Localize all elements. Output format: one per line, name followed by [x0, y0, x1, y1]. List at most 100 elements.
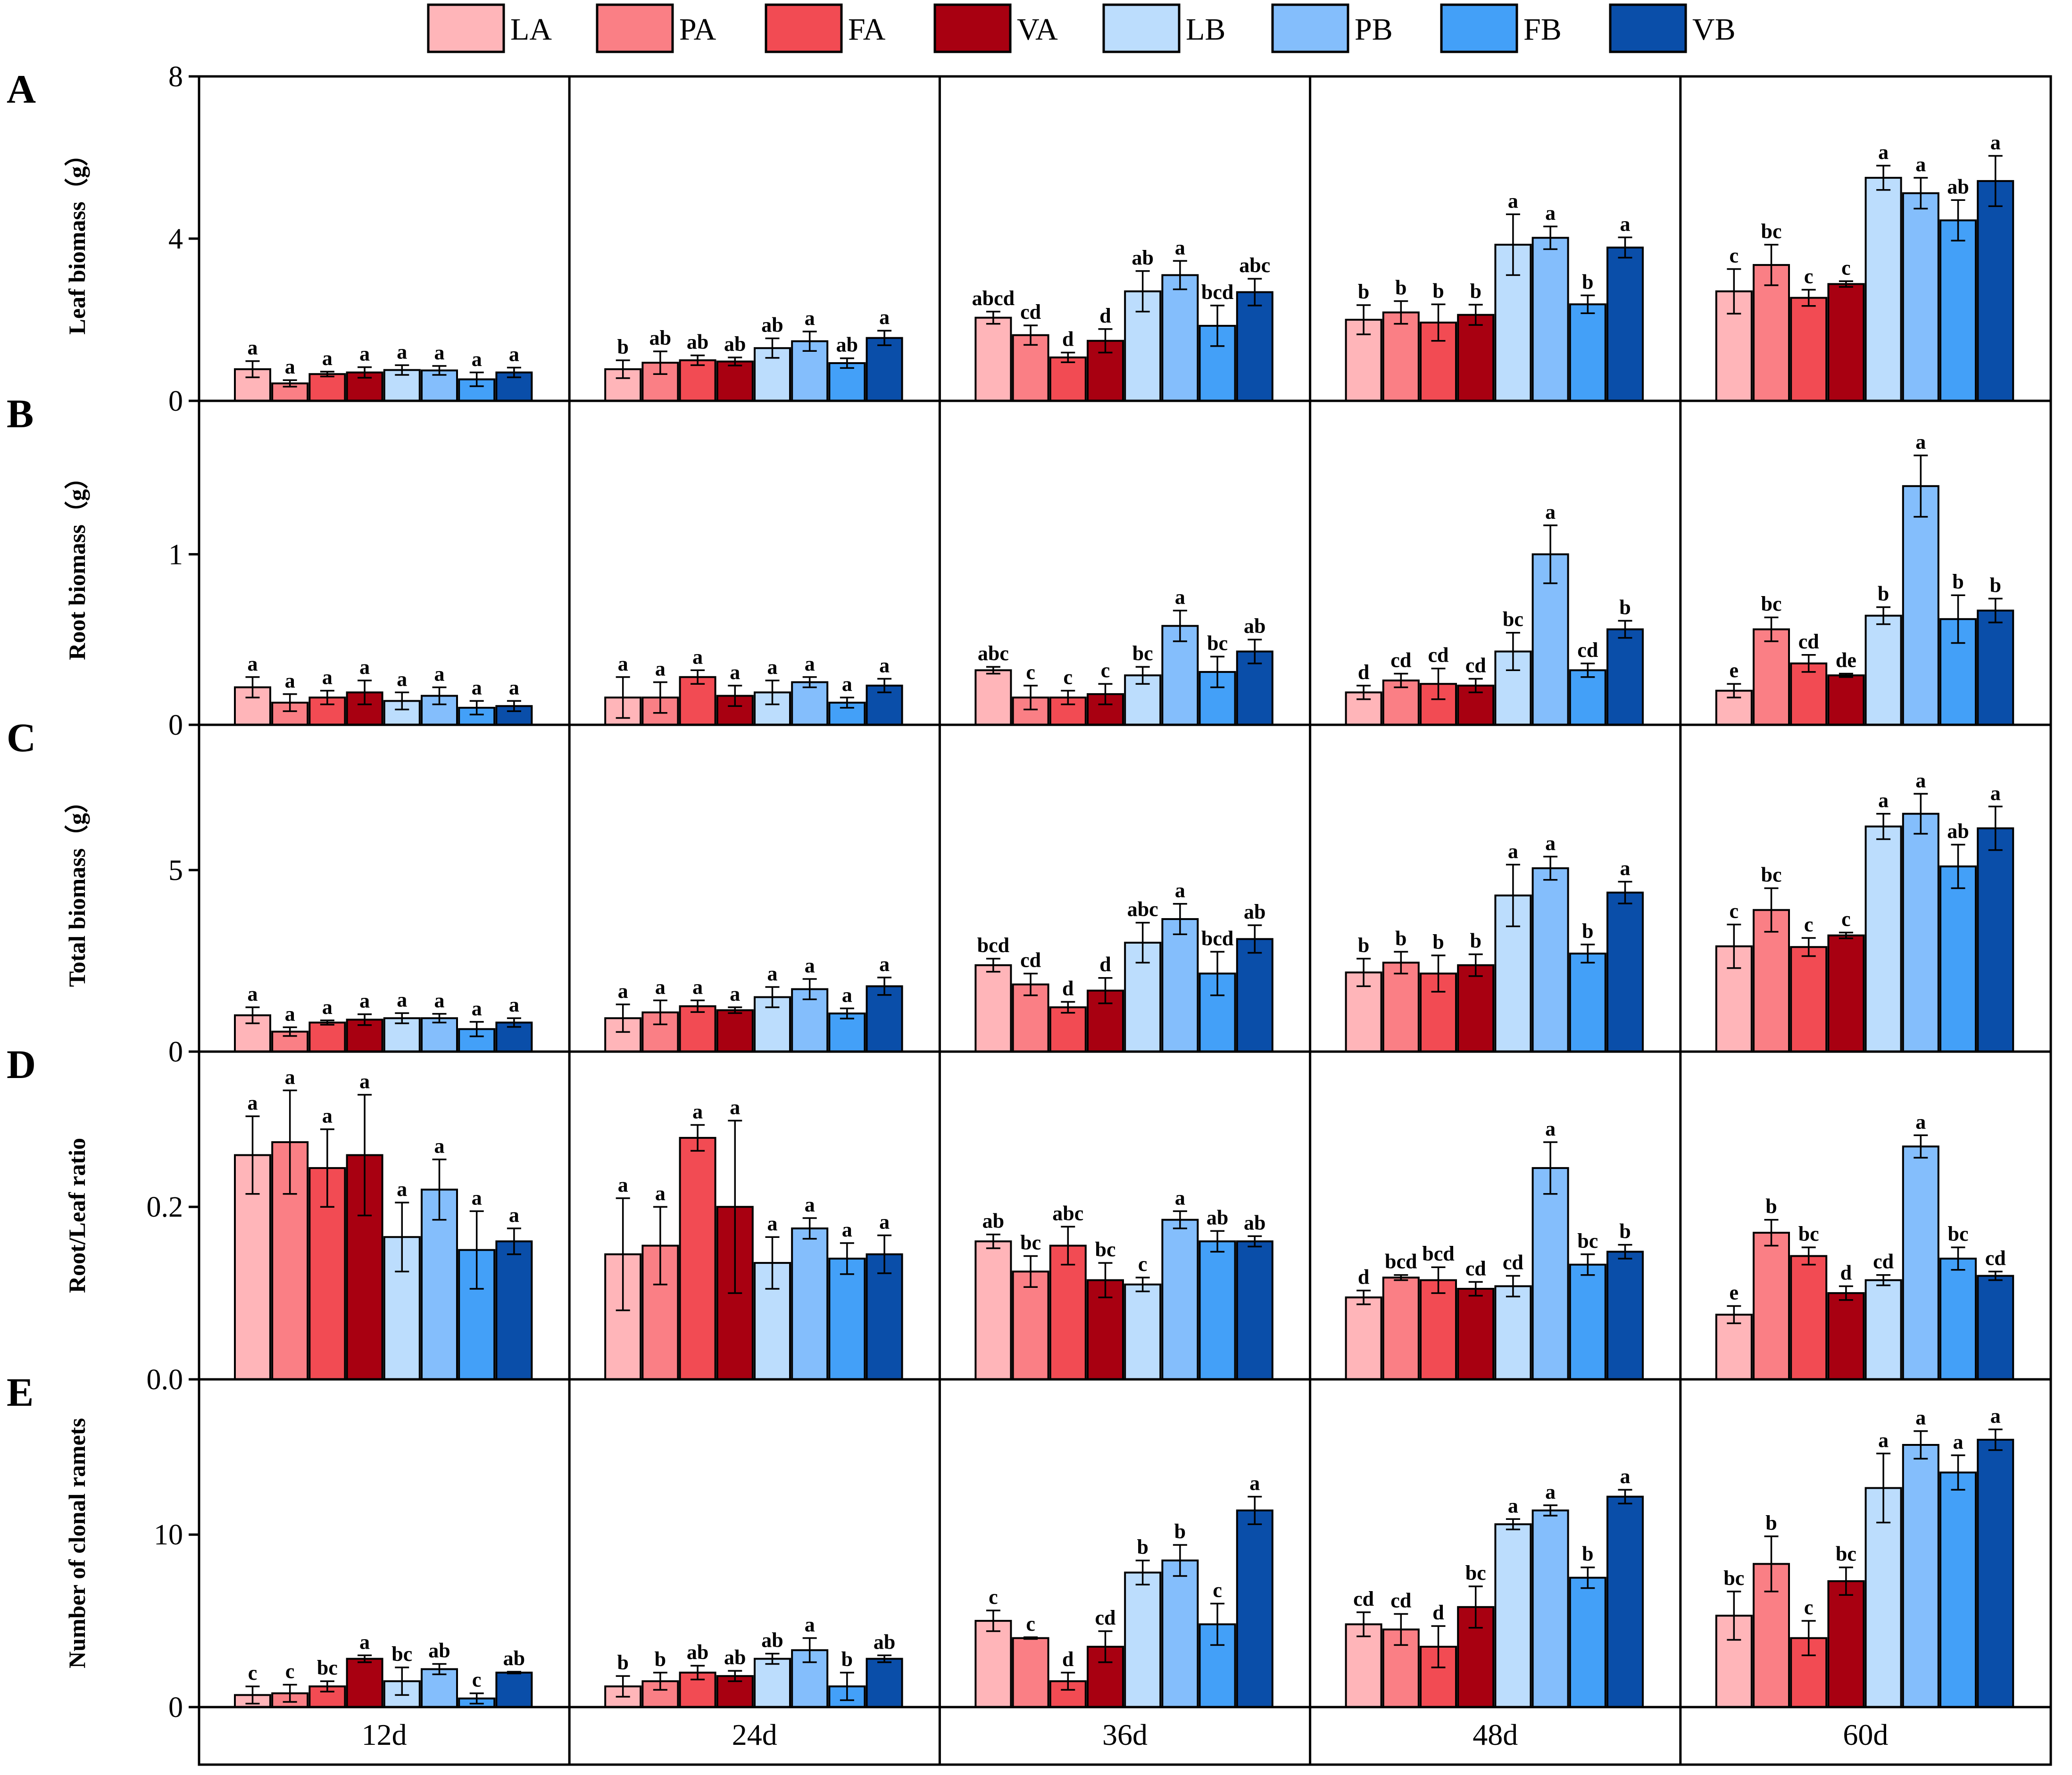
panel-letter-C: C [7, 715, 36, 760]
y-axis-label-E: Number of clonal ramets [64, 1418, 90, 1668]
significance-label-D-60d-PB: a [1915, 1110, 1926, 1133]
error-bar-C-12d-VB [507, 1017, 521, 1028]
significance-label-A-48d-FB: b [1582, 270, 1593, 293]
bar-E-36d-VB [1236, 1510, 1273, 1708]
error-bar-B-60d-PB [1914, 454, 1928, 518]
bar-D-60d-FA [1790, 1255, 1828, 1380]
significance-label-C-36d-PA: cd [1020, 948, 1041, 971]
error-bar-B-48d-PB [1543, 524, 1558, 584]
error-bar-C-48d-FB [1581, 944, 1595, 964]
significance-label-D-36d-PA: bc [1020, 1231, 1041, 1254]
bar-D-60d-PA [1753, 1232, 1790, 1380]
error-bar-B-24d-LB [765, 680, 780, 705]
error-bar-B-12d-PA [283, 693, 297, 712]
error-bar-C-60d-PB [1914, 793, 1928, 835]
significance-label-E-48d-PA: cd [1390, 1589, 1411, 1612]
significance-label-E-24d-VB: ab [874, 1630, 895, 1653]
error-bar-C-24d-PB [802, 978, 817, 1000]
significance-label-D-36d-VA: bc [1095, 1238, 1116, 1261]
significance-label-A-48d-VA: b [1470, 280, 1481, 303]
significance-label-E-24d-VA: ab [724, 1646, 746, 1669]
bar-E-24d-VB [865, 1658, 903, 1708]
error-bar-A-48d-FA [1431, 303, 1446, 342]
significance-label-A-12d-LA: a [248, 336, 258, 359]
significance-label-E-24d-LB: ab [761, 1629, 783, 1652]
bar-C-60d-LB [1864, 825, 1902, 1053]
error-bar-D-60d-FA [1801, 1246, 1816, 1266]
error-bar-B-48d-FA [1431, 667, 1446, 700]
bar-D-60d-VB [1977, 1275, 2014, 1381]
bar-D-24d-FA [679, 1136, 716, 1381]
significance-label-A-48d-LB: a [1508, 189, 1518, 212]
significance-label-B-24d-FA: a [692, 645, 703, 668]
error-bar-C-36d-PA [1024, 972, 1038, 996]
significance-label-B-36d-PA: c [1026, 661, 1035, 684]
error-bar-C-48d-LB [1506, 863, 1520, 928]
error-bar-A-48d-FB [1581, 294, 1595, 314]
error-bar-D-24d-FB [840, 1242, 854, 1275]
error-bar-B-24d-FA [691, 669, 705, 685]
significance-label-E-12d-FB: c [472, 1668, 482, 1692]
significance-label-A-48d-PB: a [1545, 201, 1556, 224]
bar-A-48d-PA [1382, 311, 1420, 402]
significance-label-E-36d-PB: b [1174, 1520, 1186, 1543]
bar-A-60d-LB [1864, 177, 1902, 402]
bar-C-60d-FB [1939, 865, 1977, 1053]
significance-label-A-36d-FA: d [1062, 328, 1073, 351]
bar-D-24d-FB [828, 1257, 866, 1380]
significance-label-C-48d-FA: b [1432, 930, 1444, 954]
significance-label-D-60d-LA: e [1730, 1281, 1739, 1304]
significance-label-D-60d-LB: cd [1873, 1250, 1894, 1273]
significance-label-B-12d-FA: a [322, 666, 333, 689]
error-bar-E-36d-LA [986, 1609, 1000, 1632]
significance-label-E-60d-PA: b [1765, 1511, 1777, 1534]
significance-label-D-60d-VB: cd [1985, 1246, 2006, 1269]
significance-label-D-12d-LB: a [397, 1178, 407, 1201]
significance-label-E-36d-LB: b [1137, 1535, 1148, 1559]
significance-label-A-60d-FA: c [1804, 265, 1814, 288]
significance-label-A-36d-FB: bcd [1201, 281, 1233, 304]
bar-D-60d-LA [1715, 1313, 1753, 1380]
error-bar-D-12d-LA [245, 1115, 260, 1195]
significance-label-D-48d-FB: bc [1577, 1229, 1598, 1252]
significance-label-E-60d-VB: a [1990, 1404, 2001, 1427]
error-bar-B-48d-LA [1356, 685, 1371, 700]
legend-label-VA: VA [1017, 12, 1058, 47]
error-bar-A-48d-LB [1506, 213, 1520, 276]
error-bar-D-12d-VA [358, 1094, 372, 1217]
y-tick-label-D: 0.0 [147, 1364, 183, 1396]
significance-label-C-60d-FA: c [1804, 913, 1814, 936]
significance-label-E-12d-FA: bc [317, 1656, 338, 1679]
error-bar-E-36d-FA [1061, 1672, 1075, 1691]
error-bar-E-24d-LA [616, 1675, 630, 1698]
significance-label-E-36d-LA: c [989, 1585, 998, 1609]
significance-label-D-12d-FB: a [472, 1186, 482, 1209]
significance-label-C-36d-VB: ab [1244, 900, 1265, 923]
significance-label-A-12d-FA: a [322, 347, 333, 370]
bar-C-12d-FA [308, 1021, 346, 1053]
significance-label-E-24d-PA: b [655, 1648, 666, 1671]
error-bar-D-24d-LA [616, 1197, 630, 1311]
error-bar-D-12d-FA [320, 1128, 334, 1208]
error-bar-E-12d-FB [469, 1692, 484, 1705]
significance-label-B-24d-LA: a [618, 652, 628, 675]
significance-label-E-24d-LA: b [617, 1651, 628, 1674]
error-bar-D-12d-PA [283, 1089, 297, 1195]
significance-label-D-24d-PB: a [805, 1193, 815, 1216]
error-bar-E-36d-VA [1098, 1630, 1113, 1663]
significance-label-D-48d-VB: b [1619, 1220, 1631, 1243]
significance-label-A-24d-PA: ab [649, 326, 671, 349]
bar-C-24d-VA [716, 1009, 754, 1053]
bar-A-24d-VB [865, 337, 903, 402]
significance-label-B-48d-FB: cd [1577, 639, 1598, 662]
significance-label-E-12d-VA: a [359, 1630, 370, 1653]
error-bar-E-60d-VA [1839, 1566, 1853, 1596]
error-bar-B-24d-PA [653, 681, 667, 714]
significance-label-E-24d-FA: ab [687, 1641, 708, 1664]
bar-D-60d-PB [1902, 1145, 1939, 1381]
bar-D-12d-VB [495, 1240, 533, 1380]
legend-swatch-VA [933, 3, 1012, 53]
bar-D-36d-PB [1161, 1219, 1199, 1381]
error-bar-E-36d-VB [1248, 1495, 1262, 1526]
